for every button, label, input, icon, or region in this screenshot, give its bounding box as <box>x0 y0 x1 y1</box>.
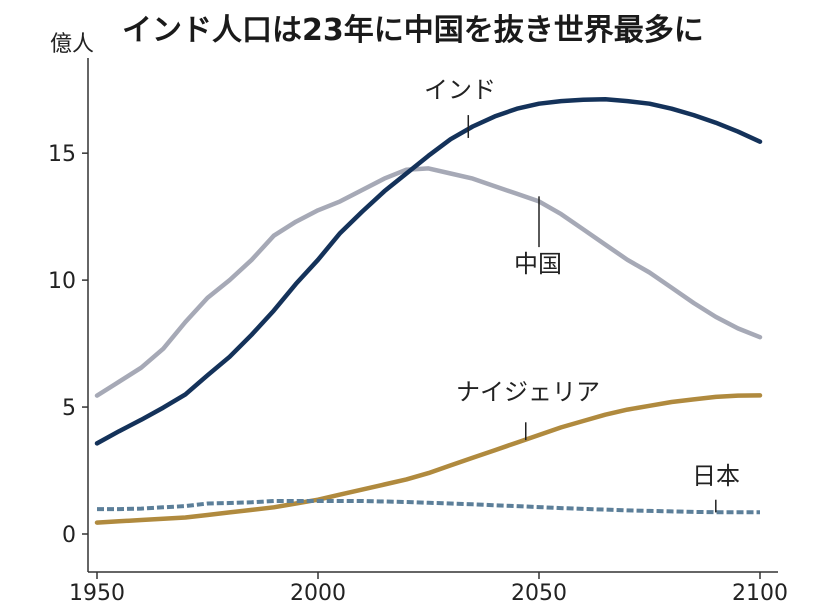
y-axis-ticks: 0 5 10 15 <box>48 142 88 548</box>
series-line <box>94 97 763 446</box>
y-tick-label: 15 <box>48 142 76 167</box>
series-line <box>94 393 763 525</box>
y-tick-label: 10 <box>48 269 76 294</box>
y-tick-label: 0 <box>62 523 76 548</box>
y-tick-label: 5 <box>62 396 76 421</box>
series-line <box>97 499 760 515</box>
series-label: 中国 <box>514 250 562 278</box>
y-axis-unit-label: 億人 <box>50 32 94 57</box>
x-tick-label: 1950 <box>69 581 125 606</box>
series-label: ナイジェリア <box>456 378 600 406</box>
series-line <box>94 166 763 398</box>
series-lines <box>94 97 763 525</box>
x-tick-label: 2000 <box>290 581 346 606</box>
x-tick-label: 2100 <box>732 581 788 606</box>
series-label: インド <box>424 76 496 104</box>
chart-title: インド人口は23年に中国を抜き世界最多に <box>122 13 704 48</box>
x-tick-label: 2050 <box>511 581 567 606</box>
series-label: 日本 <box>692 462 740 490</box>
x-axis-ticks: 1950 2000 2050 2100 <box>69 572 788 606</box>
